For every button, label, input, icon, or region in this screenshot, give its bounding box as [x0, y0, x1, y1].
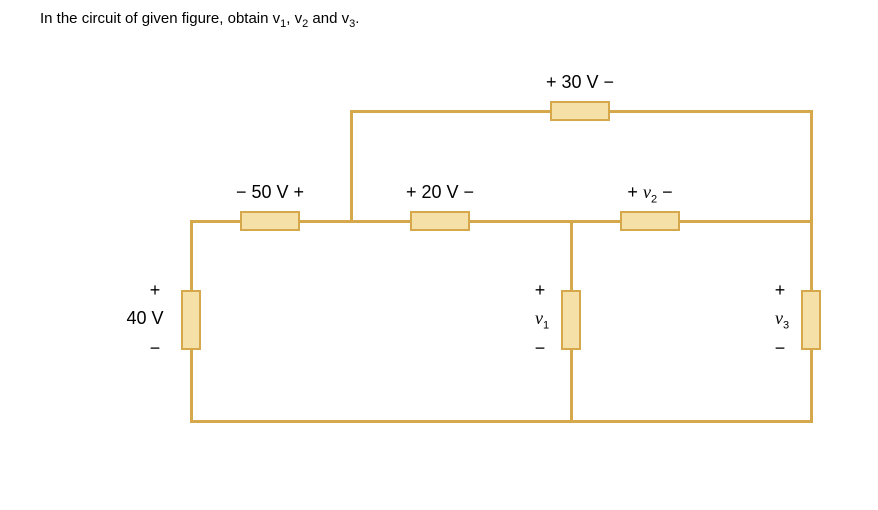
wire-v1-top [570, 220, 573, 290]
wire-mid-4 [680, 220, 813, 223]
resistor-30v [550, 101, 610, 121]
resistor-v2 [620, 211, 680, 231]
label-v3-plus: + [770, 280, 790, 301]
label-v1-var: v1 [527, 308, 557, 332]
source-40v [181, 290, 201, 350]
resistor-20v [410, 211, 470, 231]
wire-right-top-vert [810, 110, 813, 223]
label-src-plus: + [140, 280, 170, 301]
label-src-minus: − [140, 338, 170, 359]
wire-v3-bot [810, 350, 813, 423]
resistor-v1 [561, 290, 581, 350]
wire-mid-2 [300, 220, 410, 223]
resistor-v3 [801, 290, 821, 350]
label-src-val: 40 V [120, 308, 170, 329]
wire-top-right [610, 110, 813, 113]
wire-mid-3 [470, 220, 620, 223]
label-v1-minus: − [530, 338, 550, 359]
wire-mid-1 [190, 220, 240, 223]
wire-a-vert [350, 110, 353, 223]
wire-v1-bot [570, 350, 573, 423]
resistor-50v [240, 211, 300, 231]
wire-src-top [190, 220, 193, 290]
wire-v3-top [810, 220, 813, 290]
wire-top-left [350, 110, 550, 113]
circuit-diagram: + 30 V − − 50 V + + 20 V − + v2 − + 40 V… [150, 90, 830, 460]
label-30v: + 30 V − [540, 72, 620, 93]
problem-prompt: In the circuit of given figure, obtain v… [40, 10, 359, 30]
wire-src-bot [190, 350, 193, 423]
label-v1-plus: + [530, 280, 550, 301]
label-v3-var: v3 [767, 308, 797, 332]
label-v2: + v2 − [610, 182, 690, 206]
wire-bottom [190, 420, 813, 423]
label-20v: + 20 V − [400, 182, 480, 203]
label-v3-minus: − [770, 338, 790, 359]
label-50v: − 50 V + [230, 182, 310, 203]
